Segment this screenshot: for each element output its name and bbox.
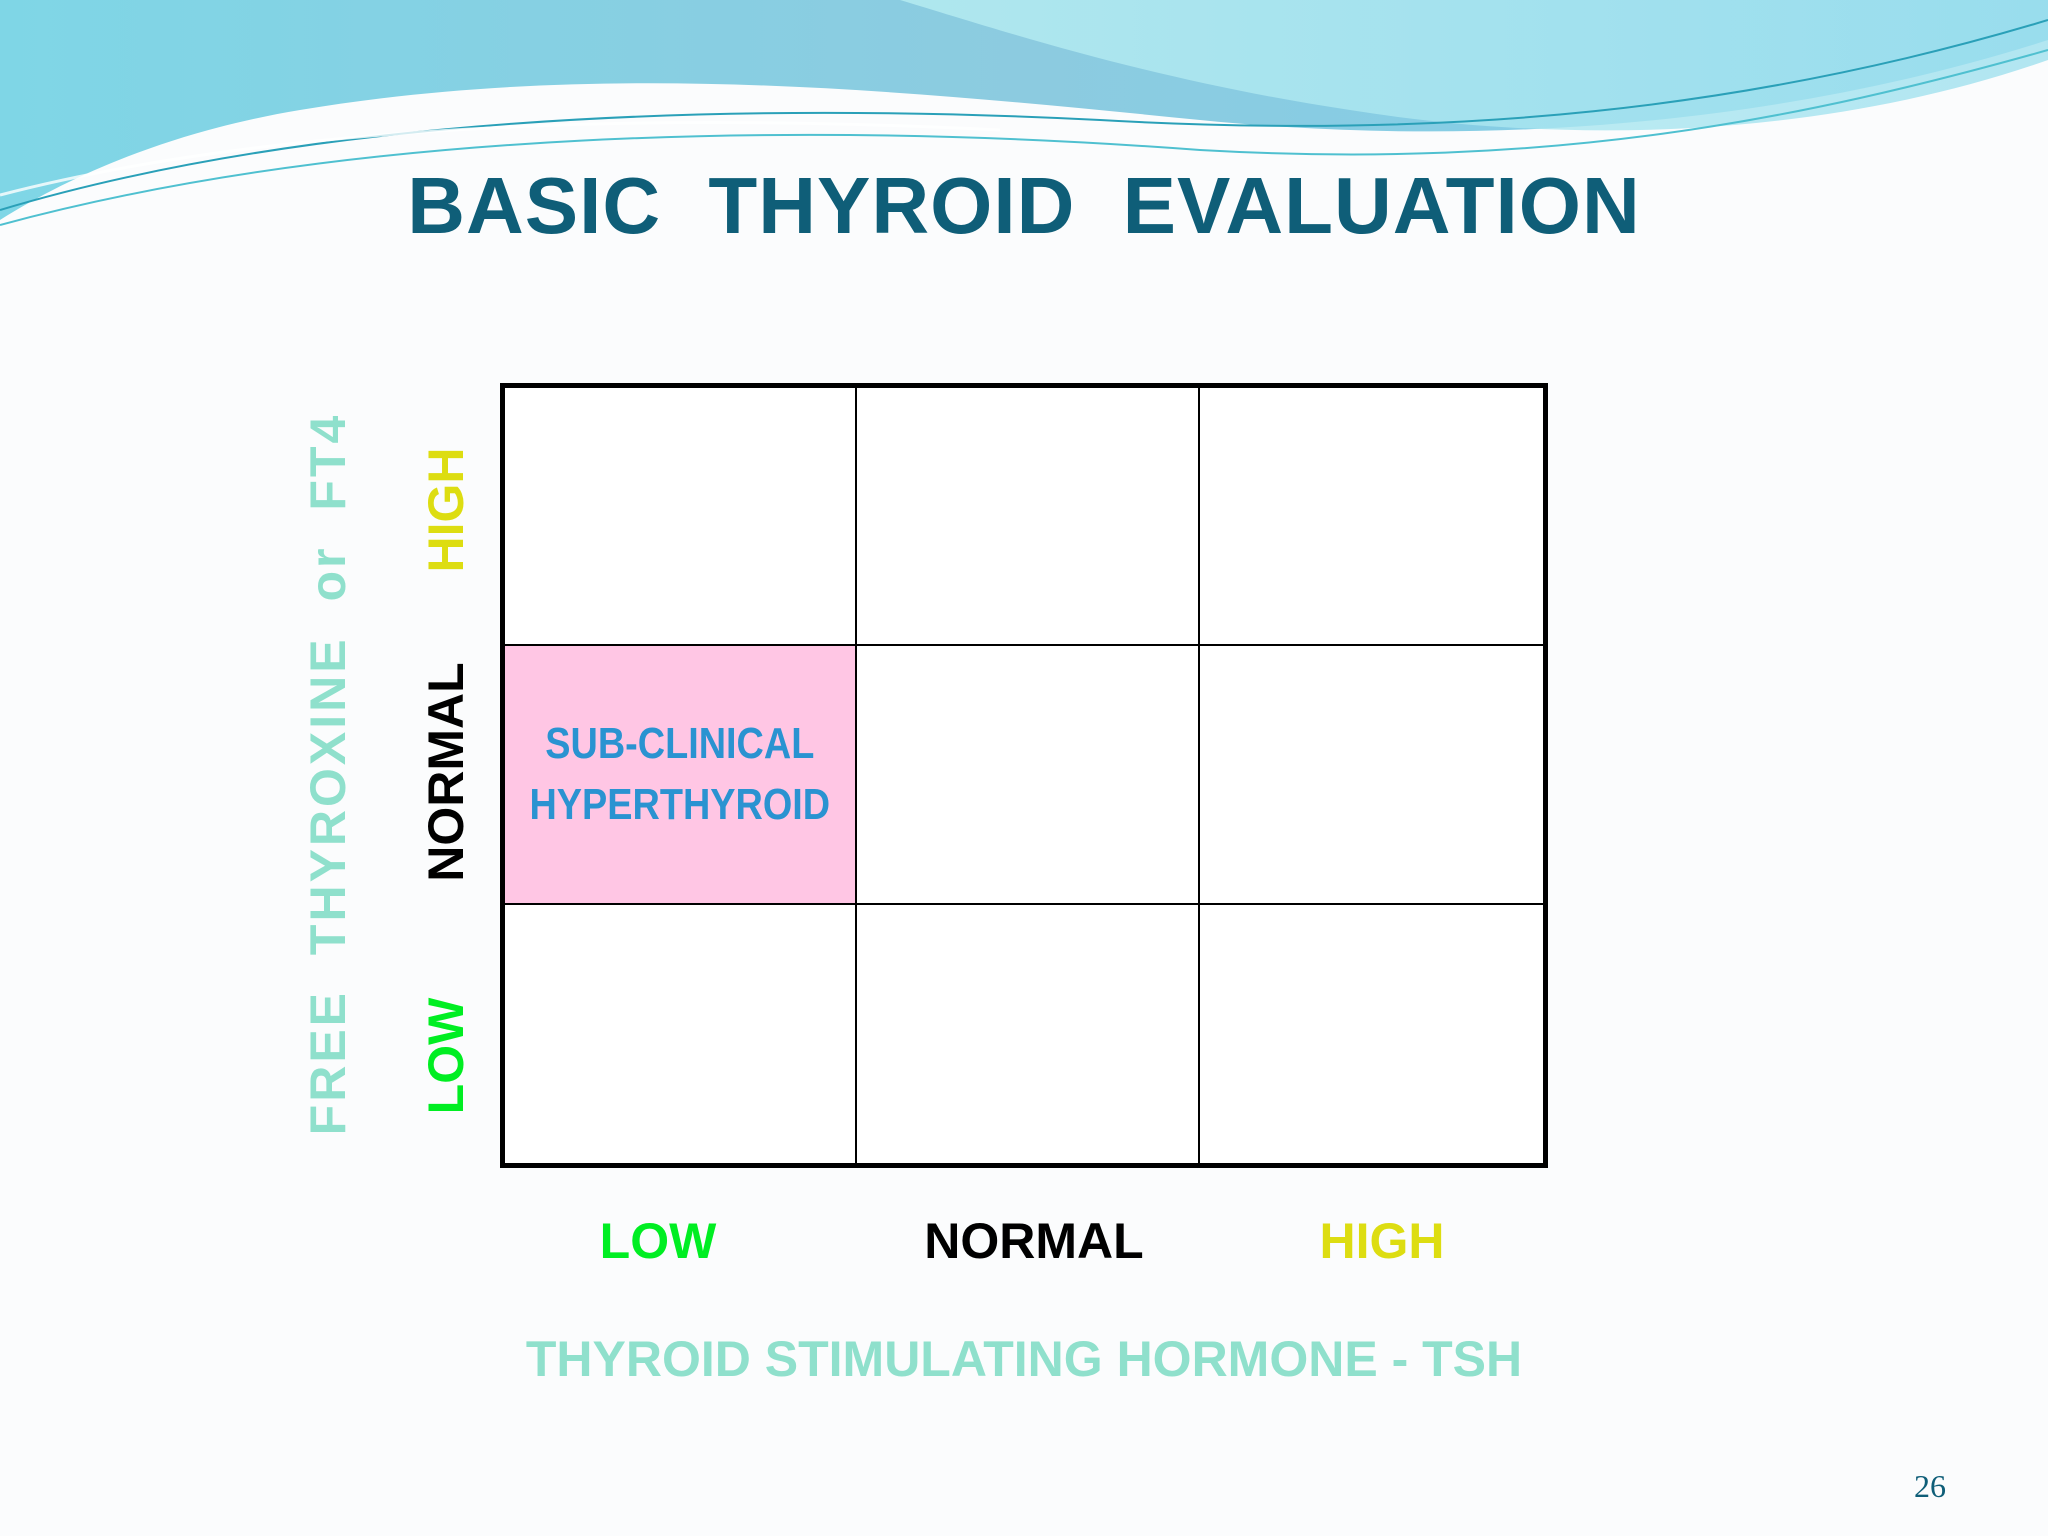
x-axis-title: THYROID STIMULATING HORMONE - TSH bbox=[525, 1331, 1523, 1387]
cell-ft4-normal-tsh-high bbox=[1199, 646, 1543, 905]
cell-ft4-high-tsh-high bbox=[1199, 388, 1543, 647]
slide-title: BASIC THYROID EVALUATION bbox=[407, 161, 1641, 250]
wave-header-decoration bbox=[0, 0, 2048, 226]
x-level-normal: NORMAL bbox=[924, 1213, 1144, 1269]
y-level-normal: NORMAL bbox=[418, 662, 474, 882]
cell-ft4-high-tsh-low bbox=[505, 388, 857, 647]
y-level-low: LOW bbox=[418, 997, 474, 1115]
x-level-low: LOW bbox=[599, 1213, 717, 1269]
cell-ft4-low-tsh-normal bbox=[857, 904, 1200, 1163]
subclinical-hyperthyroid-label: SUB-CLINICAL HYPERTHYROID bbox=[529, 713, 830, 836]
cell-label-line-1: SUB-CLINICAL bbox=[545, 718, 815, 768]
x-level-high: HIGH bbox=[1319, 1213, 1445, 1269]
page-number: 26 bbox=[1914, 1468, 1946, 1504]
thyroid-evaluation-grid: SUB-CLINICAL HYPERTHYROID bbox=[500, 383, 1548, 1168]
cell-label-line-2: HYPERTHYROID bbox=[529, 780, 831, 830]
cell-ft4-low-tsh-high bbox=[1200, 905, 1543, 1163]
cell-ft4-high-tsh-normal bbox=[856, 388, 1200, 647]
y-axis-title: FREE THYROXINE or FT4 bbox=[300, 412, 356, 1136]
cell-ft4-normal-tsh-low: SUB-CLINICAL HYPERTHYROID bbox=[505, 646, 857, 905]
y-level-high: HIGH bbox=[418, 447, 474, 573]
cell-ft4-normal-tsh-normal bbox=[856, 646, 1200, 905]
cell-ft4-low-tsh-low bbox=[505, 904, 857, 1163]
